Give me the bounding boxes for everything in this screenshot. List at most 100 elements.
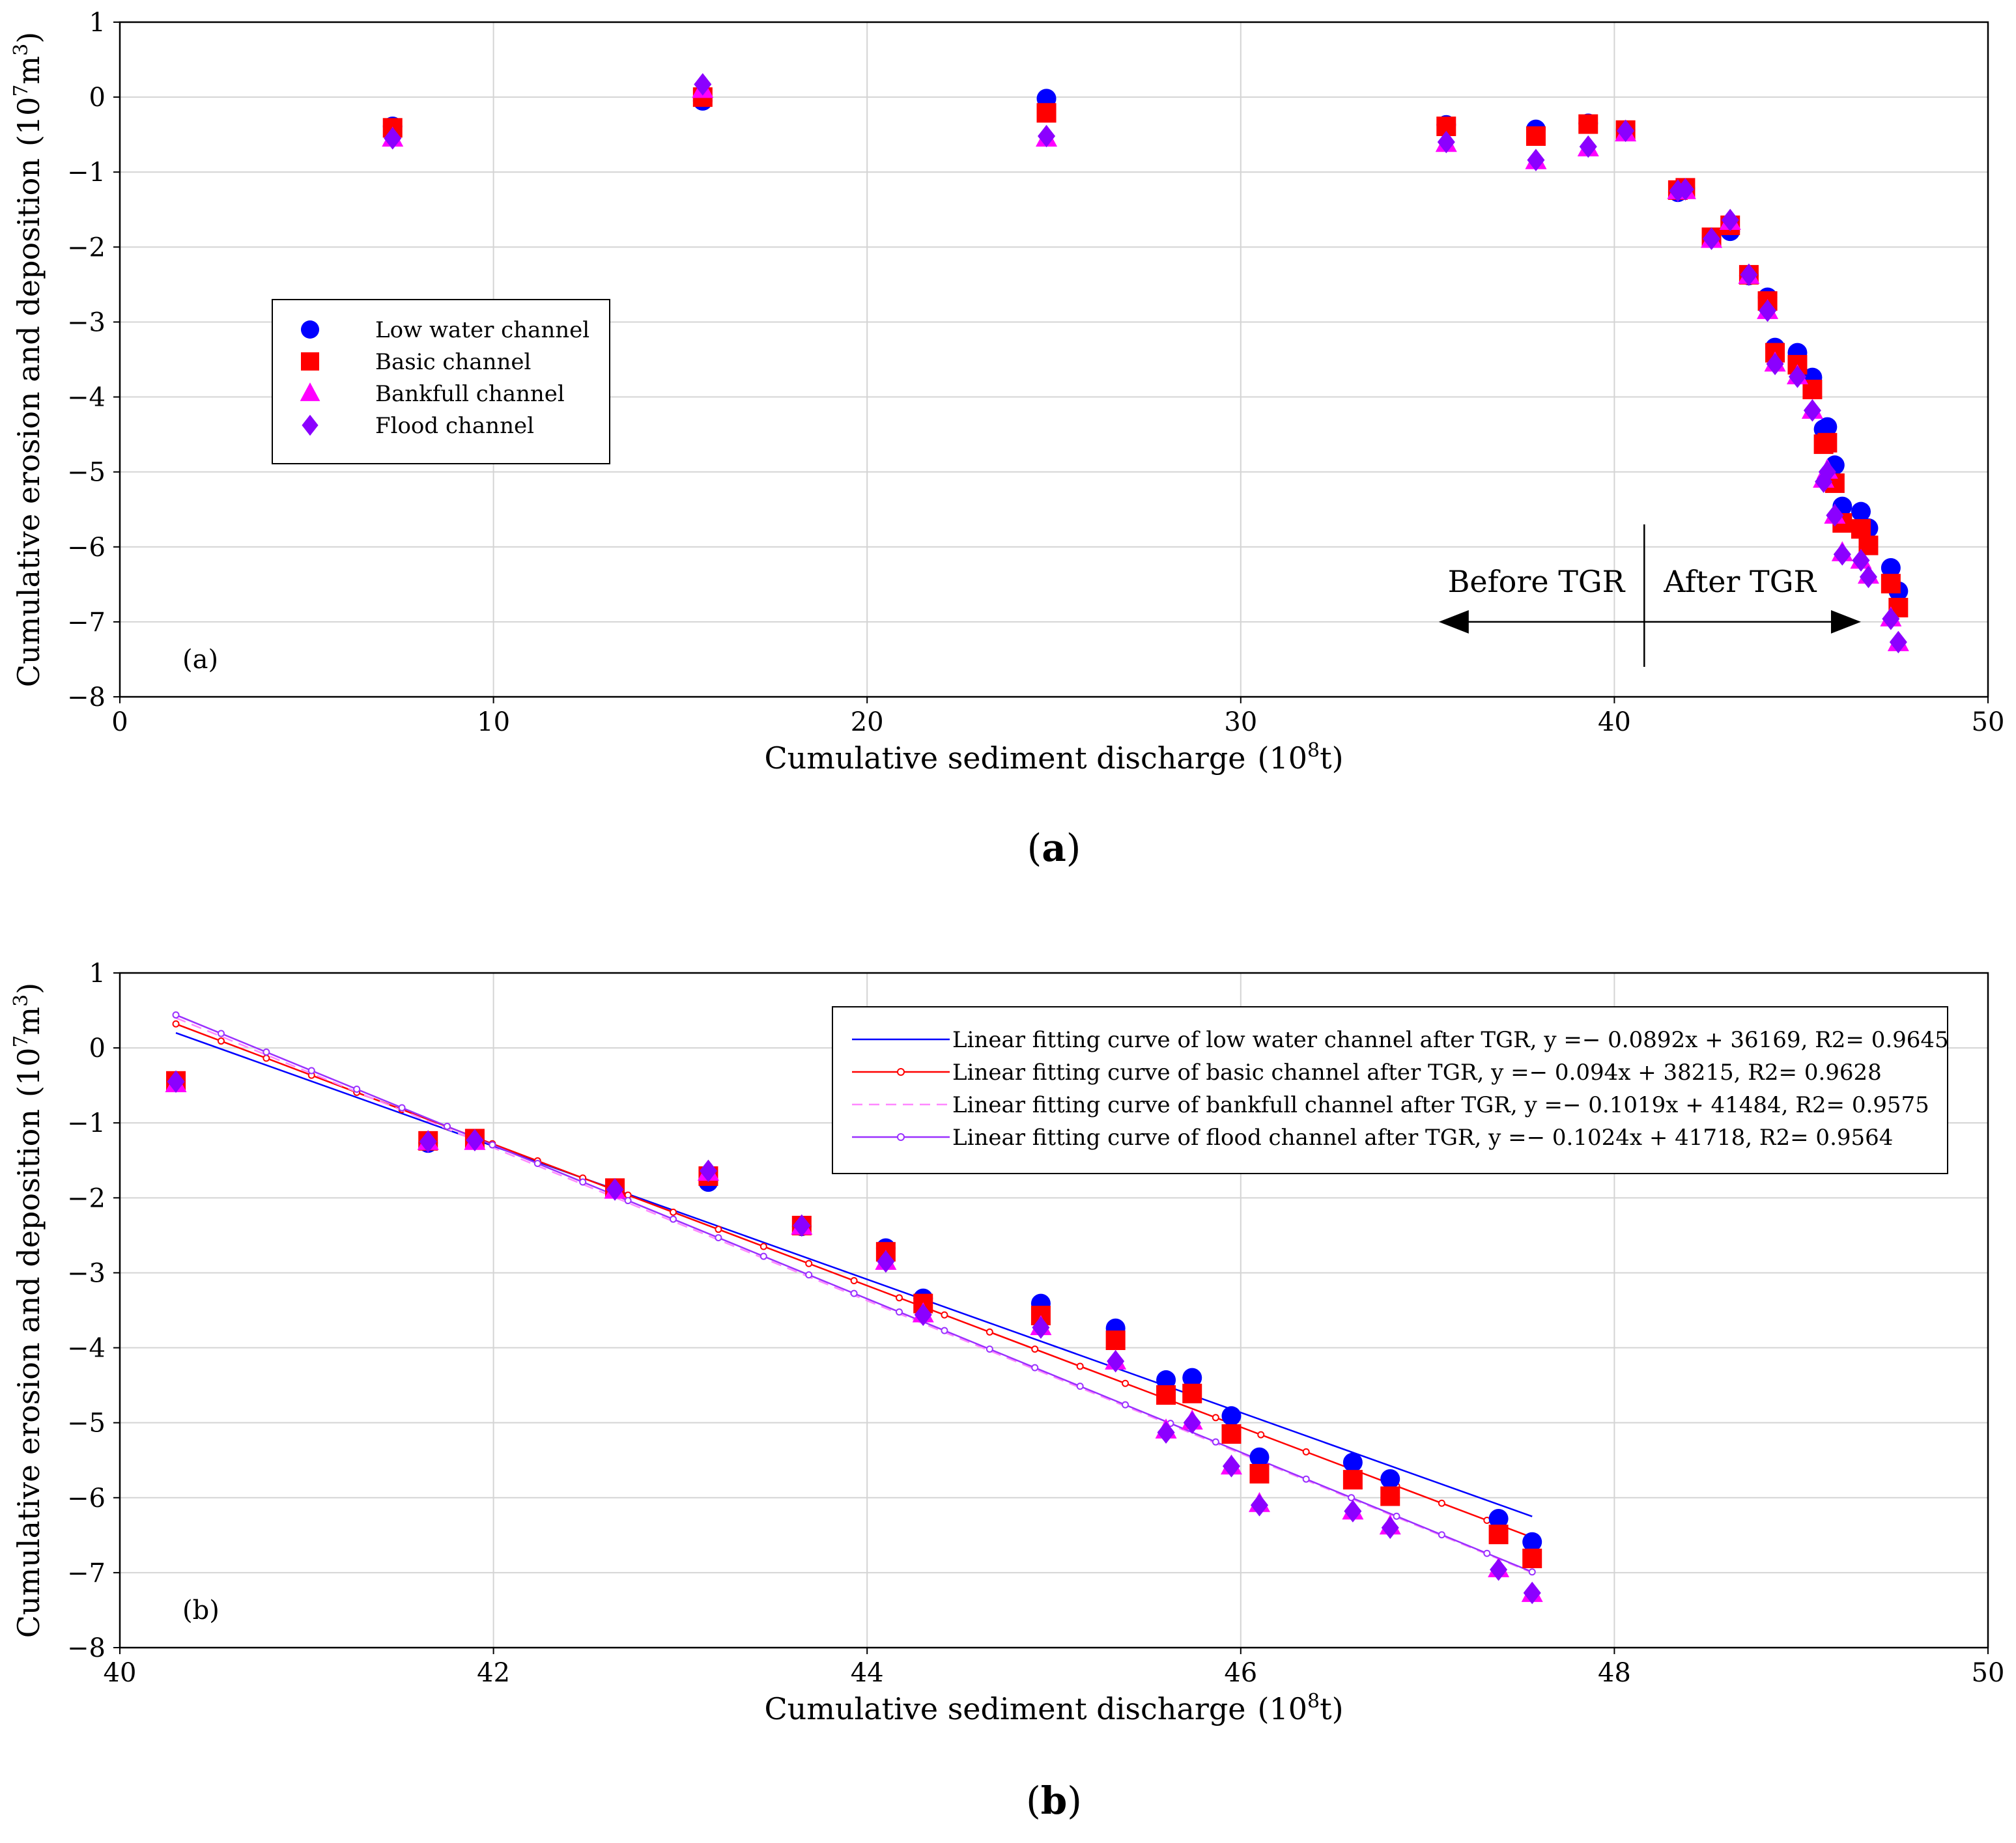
x-tick-label: 46 [1224, 1658, 1257, 1688]
fit-line-marker [263, 1048, 270, 1056]
y-tick-label: −7 [67, 1558, 106, 1588]
data-point [1523, 1581, 1541, 1605]
data-point [384, 127, 402, 150]
data-point [1882, 608, 1900, 630]
data-point [1488, 1509, 1509, 1529]
fit-line-marker [624, 1197, 632, 1205]
data-point [1740, 263, 1758, 287]
fit-line-marker [1438, 1499, 1445, 1507]
y-axis-label: Cumulative erosion and deposition(107m3) [10, 983, 46, 1638]
data-point [1851, 501, 1871, 522]
data-point [466, 1129, 484, 1151]
fit-line-marker [986, 1345, 993, 1353]
data-point [1183, 1411, 1201, 1434]
data-point [1817, 417, 1838, 437]
data-point [1437, 130, 1455, 154]
fit-line-marker [850, 1277, 858, 1285]
y-tick-label: −3 [67, 307, 106, 337]
chart-panel-a: 0 10 20 30 40 5010−1−2−3−4−5−6−7−8Cumulative … [10, 8, 2004, 870]
data-point [694, 73, 712, 96]
y-tick-label: −8 [67, 682, 106, 712]
y-tick-label: −5 [67, 1409, 106, 1439]
x-tick-label: 10 [477, 707, 510, 737]
data-point [1157, 1421, 1175, 1444]
arrow-left-icon [1438, 610, 1469, 634]
data-point [606, 1178, 624, 1201]
data-point [1881, 558, 1901, 578]
legend-label: Linear fitting curve of flood channel af… [952, 1125, 1893, 1151]
data-point [1852, 549, 1870, 572]
fit-line-marker [805, 1259, 813, 1267]
y-tick-label: −4 [67, 1334, 106, 1364]
data-point [1759, 299, 1777, 322]
x-tick-label: 50 [1972, 1658, 2005, 1688]
fit-line-marker [715, 1234, 722, 1242]
data-point [1182, 1368, 1202, 1388]
fit-line [175, 1032, 1533, 1517]
fit-line-marker [172, 1011, 180, 1019]
data-point [1380, 1486, 1400, 1506]
fit-line-marker [1122, 1379, 1129, 1387]
data-point [1818, 460, 1836, 483]
data-point [793, 1214, 811, 1237]
data-point [1036, 103, 1057, 123]
data-point [1522, 1532, 1542, 1552]
x-tick-label: 30 [1224, 707, 1257, 737]
y-tick-label: 0 [89, 1034, 106, 1063]
data-point [1851, 519, 1871, 539]
fit-line-marker [805, 1271, 813, 1279]
y-tick-label: −7 [67, 608, 106, 638]
y-tick-label: −6 [67, 1484, 106, 1513]
fit-line-marker [941, 1327, 948, 1334]
x-tick-label: 40 [1598, 707, 1631, 737]
data-point [1222, 1455, 1240, 1478]
data-point [1249, 1447, 1270, 1467]
fit-line-marker [1348, 1494, 1356, 1502]
data-point [1527, 148, 1545, 172]
data-point [167, 1070, 185, 1093]
fit-line-marker [670, 1208, 677, 1216]
fit-line-marker [896, 1308, 903, 1316]
legend-label: Bankfull channel [375, 381, 565, 407]
fit-line-marker [670, 1215, 677, 1223]
legend-box [272, 299, 610, 464]
data-point [1617, 119, 1635, 143]
data-point [1826, 504, 1844, 527]
data-point [1381, 1516, 1399, 1540]
fit-line-marker [1257, 1431, 1265, 1439]
data-point [1380, 1469, 1400, 1489]
fit-line-marker [1302, 1475, 1310, 1483]
arrow-right-icon [1830, 610, 1861, 634]
y-tick-label: −2 [67, 232, 106, 262]
y-tick-label: −3 [67, 1258, 106, 1288]
data-point [1038, 124, 1056, 148]
y-tick-label: −1 [67, 1108, 106, 1138]
data-point [1221, 1424, 1242, 1444]
fit-line-marker [398, 1104, 406, 1112]
plot-frame [119, 21, 1989, 698]
y-tick-label: −6 [67, 533, 106, 563]
y-tick-label: −8 [67, 1633, 106, 1663]
fit-line-marker [1212, 1438, 1219, 1446]
x-axis-label: Cumulative sediment discharge (108t) [764, 739, 1343, 776]
data-point [1522, 1549, 1542, 1569]
data-point [1833, 543, 1851, 566]
y-tick-label: 1 [89, 8, 106, 38]
data-point [1526, 126, 1546, 146]
x-tick-label: 40 [104, 1658, 137, 1688]
fit-line-marker [760, 1252, 767, 1260]
x-axis-label: Cumulative sediment discharge (108t) [764, 1690, 1343, 1726]
fit-line-marker [489, 1141, 496, 1149]
data-point [1250, 1494, 1268, 1517]
fit-line-marker [850, 1289, 858, 1297]
fit-line-marker [1076, 1383, 1084, 1390]
data-point [1889, 630, 1907, 654]
data-point [1344, 1500, 1362, 1523]
data-point [1578, 114, 1598, 134]
panel-label: (a) [182, 645, 218, 675]
fit-line-marker [353, 1085, 361, 1093]
data-point [1249, 1463, 1270, 1484]
fit-line-marker [760, 1243, 767, 1250]
data-point [914, 1303, 932, 1327]
